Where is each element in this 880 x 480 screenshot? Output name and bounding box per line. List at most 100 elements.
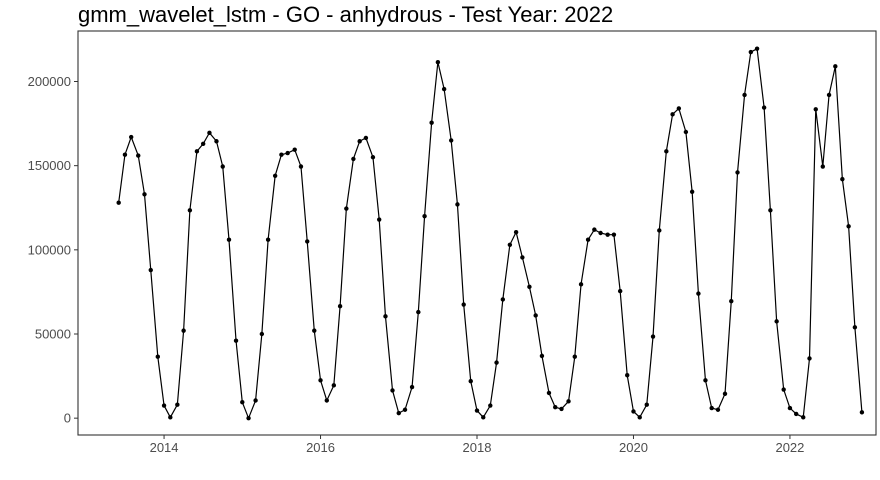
data-point [494,360,499,365]
data-point [703,378,708,383]
data-point [611,232,617,237]
axes: 2014 2016 2018 2020 2022 0 50000 100000 150000 20… [28,74,805,455]
data-point [253,398,258,403]
data-point [357,139,362,144]
data-point [605,232,610,237]
data-point [513,229,519,235]
plot-panel [77,30,877,436]
data-point [826,92,832,98]
y-tick-label: 0 [64,411,71,426]
data-point [657,228,662,233]
data-point [539,353,545,359]
data-point [644,402,649,407]
data-point [441,86,447,92]
data-point [846,224,851,229]
data-point [194,149,200,154]
data-point [122,152,128,157]
data-point [572,354,577,359]
x-tick-label: 2018 [463,440,492,455]
data-point [265,237,271,242]
x-tick-label: 2022 [775,440,804,455]
data-point [370,155,376,160]
data-point [631,409,636,414]
data-point [292,147,297,152]
data-point [722,391,728,396]
data-point [455,202,460,207]
data-point [435,59,441,65]
y-tick-label: 200000 [28,74,71,89]
data-point [259,331,265,337]
data-point [240,399,245,405]
data-point [383,314,388,319]
data-point [592,227,597,232]
data-point [787,405,793,411]
data-point [696,291,701,296]
data-point [246,415,251,421]
data-point [709,405,714,411]
data-point [448,138,454,143]
data-point [820,164,825,169]
data-point [689,189,695,194]
y-tick-label: 50000 [35,327,71,342]
data-point [416,309,421,315]
data-point [840,176,845,182]
data-point [807,356,812,361]
data-point [429,120,434,125]
y-tick-label: 150000 [28,158,71,173]
data-point [768,208,773,213]
data-point [331,383,337,388]
data-point [312,328,317,333]
data-point [155,354,160,359]
data-point [461,302,466,307]
data-point [553,405,558,410]
data-point [729,298,734,304]
data-point [233,338,239,343]
data-point [402,407,408,412]
data-point [422,213,427,219]
data-point [148,267,153,273]
data-point [625,373,630,378]
data-point [794,411,799,417]
data-point [318,378,323,383]
data-point [527,284,532,290]
data-point [774,319,779,324]
y-tick-label: 100000 [28,242,71,257]
data-point [200,141,206,146]
data-point [377,217,382,222]
data-point [598,230,603,236]
data-point [409,384,415,390]
data-point [298,164,304,169]
data-point [859,410,865,415]
x-tick-label: 2016 [306,440,335,455]
data-point [748,49,754,55]
data-point [507,242,513,247]
data-marks [116,46,865,421]
data-point [390,388,395,393]
data-point [305,239,310,244]
data-point [220,164,225,169]
x-tick-label: 2014 [150,440,179,455]
data-point [585,237,591,242]
data-point [207,130,212,136]
data-point [578,282,584,287]
data-point [481,415,486,420]
data-point [742,92,747,98]
data-point [129,134,134,140]
data-point [683,129,689,135]
data-point [650,334,656,339]
data-point [761,105,767,110]
data-point [852,325,858,330]
data-point [468,378,473,384]
data-point [617,288,623,294]
data-point [226,237,232,242]
data-point [351,156,356,162]
data-point [142,192,147,197]
data-point [272,173,278,178]
data-point [735,170,740,175]
data-point [279,152,284,157]
data-point [559,406,564,412]
data-point [520,255,525,260]
data-point [664,149,669,154]
data-point [396,410,401,416]
data-point [801,415,806,420]
